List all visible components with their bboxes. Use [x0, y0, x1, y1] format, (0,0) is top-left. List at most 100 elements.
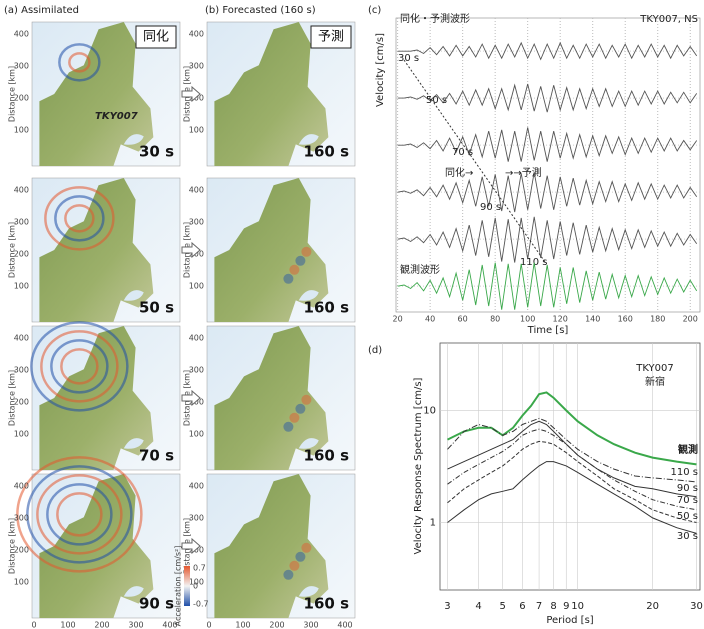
waveform [397, 127, 698, 162]
map-y-tick: 300 [189, 62, 204, 71]
x-tick-label: 40 [425, 315, 435, 324]
x-tick-label: 30 [690, 601, 703, 612]
y-tick-label: 1 [430, 518, 436, 529]
spectrum-line [447, 417, 697, 483]
series-label: 30 s [398, 53, 419, 64]
series-label: 90 s [677, 483, 698, 494]
time-label: 90 s [139, 595, 174, 613]
x-tick-label: 6 [519, 601, 525, 612]
time-label: 70 s [139, 447, 174, 465]
y-tick-label: 10 [423, 405, 436, 416]
panel-b-label: (b) Forecasted (160 s) [205, 5, 316, 16]
wave-patch [283, 421, 294, 432]
colorbar-tick: 0.7 [193, 564, 206, 573]
map-x-tick: 400 [337, 621, 352, 629]
x-tick-label: 200 [683, 315, 698, 324]
waveform [397, 262, 698, 310]
map-y-tick: 300 [189, 514, 204, 523]
arrow [181, 85, 201, 103]
wave-patch [301, 394, 312, 405]
wave-ring [30, 321, 129, 412]
wave-ring [56, 492, 103, 537]
x-axis-label: Period [s] [546, 615, 593, 626]
map-x-tick: 200 [269, 621, 284, 629]
time-label: 160 s [304, 143, 350, 161]
y-axis-label: Velocity Response Spectrum [cm/s] [413, 377, 424, 554]
map-y-tick: 300 [189, 218, 204, 227]
series-label: 90 s [480, 202, 501, 213]
plot-frame [439, 342, 701, 591]
wave-patch [301, 542, 312, 553]
coast-bay [298, 134, 319, 145]
x-tick-label: 3 [444, 601, 450, 612]
x-tick-label: 4 [475, 601, 481, 612]
y-axis-label: Velocity [cm/s] [375, 33, 386, 107]
x-tick-label: 20 [646, 601, 659, 612]
wave-patch [289, 560, 300, 571]
map-y-tick: 200 [189, 398, 204, 407]
wave-ring [58, 43, 101, 82]
coast-bay [298, 586, 319, 597]
annotation: 新宿 [645, 375, 665, 388]
coast-bay [123, 586, 144, 597]
map-land [214, 178, 329, 322]
x-tick-label: 60 [458, 315, 468, 324]
map-y-tick: 300 [14, 366, 29, 375]
x-tick-label: 10 [571, 601, 584, 612]
spectrum-line [447, 461, 697, 534]
wave-ring [44, 186, 115, 251]
wave-patch [301, 246, 312, 257]
wave-patch [295, 255, 306, 266]
spectrum-line [447, 440, 697, 523]
map-land [214, 326, 329, 470]
wave-ring [54, 195, 105, 242]
waveform [397, 83, 698, 113]
map-y-tick: 400 [189, 482, 204, 491]
axis-label: Distance [km] [8, 370, 17, 426]
map-x-tick: 200 [94, 621, 109, 629]
coast-bay [298, 438, 319, 449]
map-y-tick: 200 [14, 250, 29, 259]
map-y-tick: 300 [14, 514, 29, 523]
series-label: 110 s [671, 467, 698, 478]
wave-ring [68, 52, 91, 73]
map-y-tick: 300 [14, 218, 29, 227]
map-y-tick: 400 [189, 30, 204, 39]
station-label: TKY007 [95, 111, 138, 122]
map-y-tick: 100 [14, 282, 29, 291]
coast-bay [123, 438, 144, 449]
map-y-tick: 100 [189, 578, 204, 587]
badge-box [310, 25, 352, 49]
map-x-tick: 100 [60, 621, 75, 629]
wave-ring [46, 483, 113, 546]
map-y-tick: 300 [189, 366, 204, 375]
map-x-tick: 400 [162, 621, 177, 629]
wave-ring [36, 474, 123, 555]
station: TKY007, NS [639, 14, 698, 25]
forecast-front [403, 59, 546, 263]
time-label: 160 s [304, 595, 350, 613]
wave-ring [26, 465, 133, 564]
x-tick-label: 140 [585, 315, 600, 324]
time-label: 50 s [139, 299, 174, 317]
map-land [39, 178, 154, 322]
spectrum-line [447, 428, 697, 511]
series-label: 30 s [677, 531, 698, 542]
panel-label: (c) [368, 5, 381, 16]
map-land [39, 22, 154, 166]
map-y-tick: 400 [14, 186, 29, 195]
map-x-tick: 0 [31, 621, 36, 629]
map-y-tick: 400 [14, 30, 29, 39]
series-label: 70 s [452, 147, 473, 158]
x-tick-label: 20 [393, 315, 403, 324]
map-y-tick: 200 [189, 94, 204, 103]
map-x-tick: 300 [128, 621, 143, 629]
waveform [397, 172, 698, 213]
coast-bay [123, 134, 144, 145]
series-label: 観測波形 [400, 263, 440, 276]
map-x-tick: 0 [206, 621, 211, 629]
wave-patch [283, 273, 294, 284]
x-axis-label: Time [s] [527, 325, 569, 336]
